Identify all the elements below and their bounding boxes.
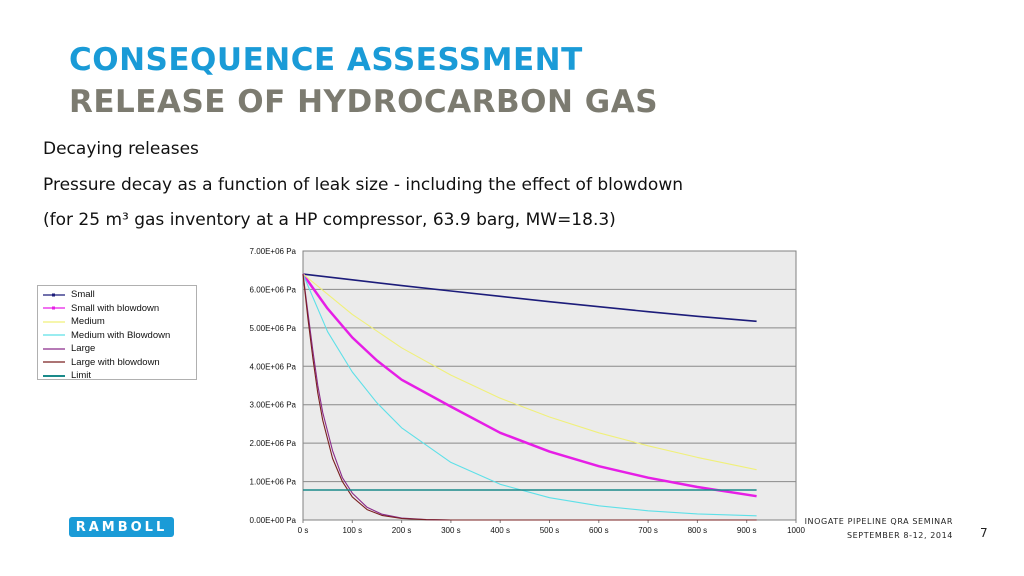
body-text-line-1: Decaying releases xyxy=(43,139,199,159)
x-tick-label: 300 s xyxy=(441,526,461,535)
y-tick-label: 6.00E+06 Pa xyxy=(250,285,297,294)
series-line-small xyxy=(302,273,757,323)
y-tick-label: 0.00E+00 Pa xyxy=(250,516,297,525)
legend-item: Medium with Blowdown xyxy=(41,329,196,343)
chart-legend: Small Small with blowdown Medium Medium wit… xyxy=(37,285,197,383)
legend-label: Limit xyxy=(71,370,92,382)
legend-item: Medium xyxy=(41,315,196,329)
y-tick-label: 4.00E+06 Pa xyxy=(250,362,297,371)
legend-swatch xyxy=(43,293,65,297)
legend-swatch xyxy=(43,361,65,363)
legend-swatch xyxy=(43,321,65,323)
footer-event-date: SEPTEMBER 8-12, 2014 xyxy=(846,531,953,540)
x-tick-label: 600 s xyxy=(589,526,609,535)
legend-label: Large xyxy=(71,343,96,355)
x-tick-label: 100 s xyxy=(343,526,363,535)
legend-swatch xyxy=(43,334,65,336)
legend-item: Limit xyxy=(41,369,196,383)
footer-event-name: INOGATE PIPELINE QRA SEMINAR xyxy=(804,517,953,526)
legend-swatch xyxy=(43,374,65,377)
x-tick-label: 200 s xyxy=(392,526,412,535)
series-line-medium-with-blowdown xyxy=(302,273,757,517)
slide-subtitle: RELEASE OF HYDROCARBON GAS xyxy=(69,84,659,120)
x-tick-label: 500 s xyxy=(540,526,560,535)
legend-label: Medium with Blowdown xyxy=(71,329,171,341)
x-tick-label: 900 s xyxy=(737,526,757,535)
x-tick-label: 700 s xyxy=(638,526,658,535)
legend-label: Small xyxy=(71,289,95,301)
y-tick-label: 7.00E+06 Pa xyxy=(250,247,297,256)
legend-swatch xyxy=(43,348,65,350)
series-line-small-with-blowdown xyxy=(301,273,757,498)
body-text-line-3: (for 25 m³ gas inventory at a HP compres… xyxy=(43,210,616,230)
slide-title: CONSEQUENCE ASSESSMENT xyxy=(69,42,583,78)
legend-item: Large xyxy=(41,342,196,356)
legend-item: Large with blowdown xyxy=(41,356,196,370)
y-tick-label: 5.00E+06 Pa xyxy=(250,324,297,333)
y-tick-label: 2.00E+06 Pa xyxy=(250,439,297,448)
plot-area xyxy=(302,250,797,521)
ramboll-logo: RAMBOLL xyxy=(69,517,174,537)
legend-swatch xyxy=(43,306,65,310)
legend-label: Medium xyxy=(71,316,105,328)
series-line-medium xyxy=(302,273,757,471)
x-tick-label: 400 s xyxy=(490,526,510,535)
x-tick-label: 1000 xyxy=(787,526,805,535)
legend-label: Large with blowdown xyxy=(71,356,160,368)
x-tick-label: 800 s xyxy=(688,526,708,535)
legend-item: Small with blowdown xyxy=(41,302,196,316)
x-tick-label: 0 s xyxy=(298,526,309,535)
page-number: 7 xyxy=(980,526,988,540)
y-tick-label: 1.00E+06 Pa xyxy=(250,478,297,487)
body-text-line-2: Pressure decay as a function of leak siz… xyxy=(43,175,684,195)
series-line-large-with-blowdown xyxy=(302,274,757,521)
legend-item: Small xyxy=(41,288,196,302)
legend-label: Small with blowdown xyxy=(71,302,160,314)
y-tick-label: 3.00E+06 Pa xyxy=(250,401,297,410)
